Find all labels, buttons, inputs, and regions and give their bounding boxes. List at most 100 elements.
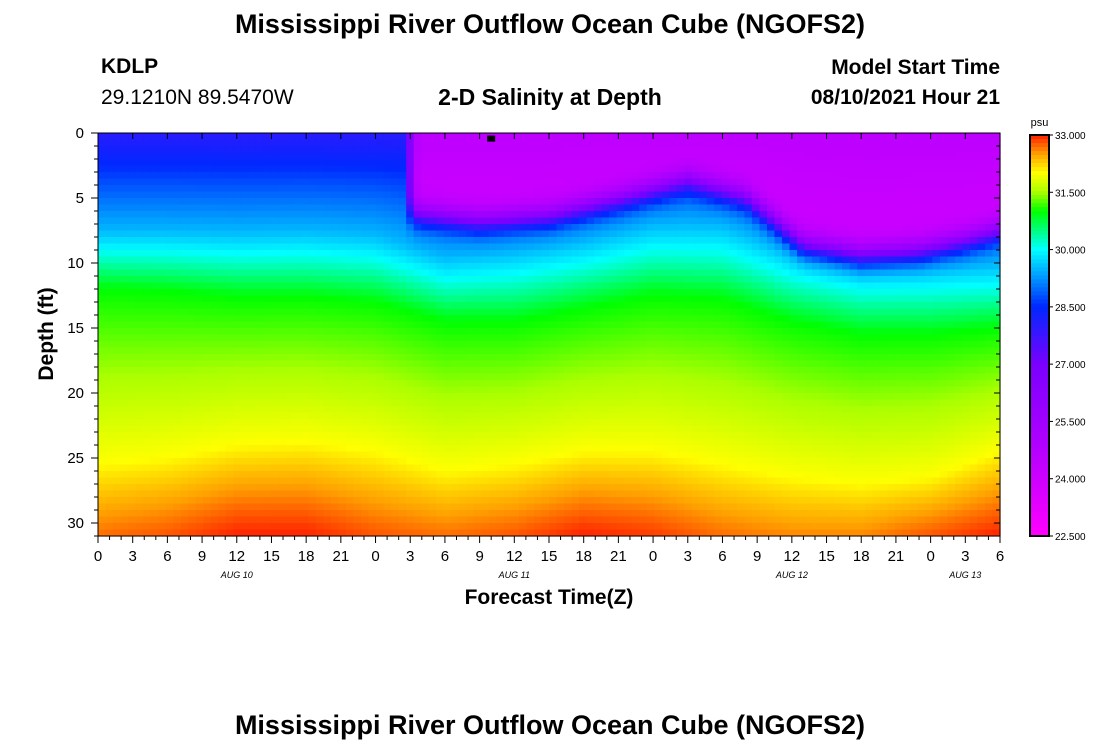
heatmap-cell <box>165 425 174 433</box>
heatmap-cell <box>150 516 159 524</box>
heatmap-cell <box>458 516 467 524</box>
heatmap-cell <box>120 406 129 414</box>
heatmap-cell <box>323 224 332 232</box>
heatmap-cell <box>631 399 640 407</box>
heatmap-cell <box>376 516 385 524</box>
heatmap-cell <box>684 516 693 524</box>
heatmap-cell <box>518 347 528 355</box>
heatmap-cell <box>533 139 543 147</box>
heatmap-cell <box>98 256 107 264</box>
heatmap-cell <box>105 399 114 407</box>
heatmap-cell <box>549 276 558 284</box>
heatmap-cell <box>699 204 708 212</box>
heatmap-cell <box>676 321 685 329</box>
heatmap-cell <box>346 198 355 206</box>
heatmap-cell <box>466 139 475 147</box>
heatmap-cell <box>120 503 129 511</box>
heatmap-cell <box>331 172 340 180</box>
heatmap-cell <box>646 133 655 141</box>
heatmap-cell <box>270 334 279 342</box>
heatmap-cell <box>128 321 137 329</box>
heatmap-cell <box>120 263 129 271</box>
heatmap-cell <box>165 302 174 310</box>
heatmap-cell <box>203 360 212 368</box>
heatmap-cell <box>195 211 204 219</box>
heatmap-cell <box>579 217 588 225</box>
heatmap-cell <box>586 425 595 433</box>
heatmap-cell <box>406 412 415 420</box>
heatmap-cell <box>285 399 295 407</box>
heatmap-cell <box>383 406 392 414</box>
heatmap-cell <box>616 185 625 193</box>
heatmap-cell <box>293 230 302 238</box>
heatmap-cell <box>195 230 204 238</box>
heatmap-cell <box>195 341 204 349</box>
heatmap-cell <box>391 139 400 147</box>
heatmap-cell <box>323 419 332 427</box>
heatmap-cell <box>541 380 550 388</box>
heatmap-cell <box>188 380 197 388</box>
heatmap-cell <box>300 243 310 251</box>
heatmap-cell <box>684 406 693 414</box>
heatmap-cell <box>488 178 497 186</box>
heatmap-cell <box>315 217 325 225</box>
heatmap-cell <box>338 464 347 472</box>
heatmap-cell <box>383 224 392 232</box>
heatmap-cell <box>188 321 197 329</box>
heatmap-cell <box>98 458 107 466</box>
heatmap-cell <box>135 477 144 485</box>
heatmap-cell <box>98 490 107 498</box>
heatmap-cell <box>571 334 580 342</box>
heatmap-cell <box>541 477 550 485</box>
heatmap-cell <box>300 165 310 173</box>
heatmap-cell <box>428 497 437 505</box>
heatmap-cell <box>331 243 340 251</box>
heatmap-cell <box>443 276 452 284</box>
heatmap-cell <box>150 328 159 336</box>
heatmap-cell <box>98 263 107 271</box>
heatmap-cell <box>180 263 189 271</box>
heatmap-cell <box>601 432 610 440</box>
heatmap-cell <box>338 412 347 420</box>
heatmap-cell <box>436 386 445 394</box>
heatmap-cell <box>308 250 317 258</box>
heatmap-cell <box>556 399 565 407</box>
heatmap-cell <box>180 360 189 368</box>
heatmap-cell <box>684 159 693 167</box>
heatmap-cell <box>353 282 362 290</box>
heatmap-cell <box>609 315 618 323</box>
heatmap-cell <box>564 204 573 212</box>
heatmap-cell <box>180 172 189 180</box>
heatmap-cell <box>473 419 482 427</box>
heatmap-cell <box>518 464 528 472</box>
heatmap-cell <box>691 237 700 245</box>
heatmap-cell <box>120 445 129 453</box>
heatmap-cell <box>391 178 400 186</box>
heatmap-cell <box>300 282 310 290</box>
heatmap-cell <box>511 133 520 141</box>
heatmap-cell <box>451 302 460 310</box>
heatmap-cell <box>526 263 535 271</box>
heatmap-cell <box>594 172 603 180</box>
heatmap-cell <box>158 308 167 316</box>
heatmap-cell <box>609 198 618 206</box>
heatmap-cell <box>158 178 167 186</box>
heatmap-cell <box>120 354 129 362</box>
heatmap-cell <box>481 471 490 479</box>
heatmap-cell <box>676 471 685 479</box>
heatmap-cell <box>338 230 347 238</box>
heatmap-cell <box>195 295 204 303</box>
heatmap-cell <box>684 484 693 492</box>
heatmap-cell <box>278 380 287 388</box>
heatmap-cell <box>556 458 565 466</box>
heatmap-cell <box>421 185 430 193</box>
heatmap-cell <box>646 302 655 310</box>
heatmap-cell <box>338 211 347 219</box>
heatmap-cell <box>458 146 467 154</box>
heatmap-cell <box>451 269 460 277</box>
heatmap-cell <box>631 464 640 472</box>
heatmap-cell <box>488 308 497 316</box>
heatmap-cell <box>225 172 234 180</box>
heatmap-cell <box>233 172 242 180</box>
heatmap-cell <box>639 451 648 459</box>
